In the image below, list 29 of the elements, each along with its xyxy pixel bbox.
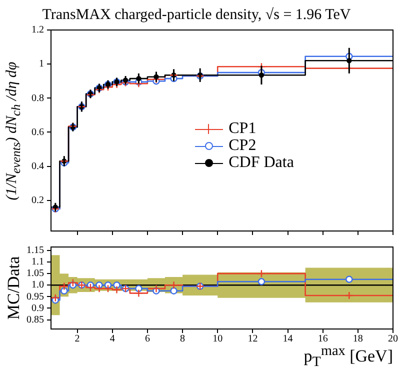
legend-label: CP2 — [228, 137, 256, 154]
y-tick-label: 1.2 — [32, 24, 44, 36]
y-tick-label: 0.2 — [32, 194, 44, 206]
y-tick-label: 0.4 — [32, 160, 44, 172]
y-tick-label: 0.9 — [32, 302, 44, 314]
y-axis-title: MC/Data — [4, 256, 24, 320]
x-tick-label: 18 — [352, 334, 363, 345]
x-tick-label: 8 — [180, 334, 186, 345]
x-tick-label: 4 — [110, 334, 115, 345]
y-tick-label: 1.05 — [26, 268, 44, 280]
x-tick-label: 2 — [74, 334, 80, 345]
y-tick-label: 0.6 — [32, 126, 44, 138]
x-tick-label: 20 — [388, 334, 398, 345]
y-tick-label: 0.95 — [26, 291, 44, 302]
x-axis-title: p$_{T}$$^{max}$ [GeV] — [304, 343, 393, 369]
x-tick-label: 12 — [248, 334, 258, 345]
y-tick-label: 1.15 — [26, 245, 44, 256]
y-tick-label: 1.1 — [32, 256, 44, 268]
x-tick-label: 6 — [144, 334, 150, 345]
x-tick-label: 10 — [212, 334, 223, 345]
x-tick-label: 16 — [318, 334, 328, 345]
y-tick-label: 0.85 — [26, 314, 44, 326]
y-tick-label: 0.8 — [32, 92, 44, 104]
y-tick-label: 1.0 — [32, 280, 44, 291]
legend-label: CDF Data — [228, 154, 294, 172]
chart-title: TransMAX charged-particle density, √s = 1.96 TeV — [42, 6, 351, 23]
x-tick-label: 14 — [282, 334, 293, 345]
y-tick-label: 1 — [39, 58, 44, 70]
legend-label: CP1 — [228, 120, 256, 138]
